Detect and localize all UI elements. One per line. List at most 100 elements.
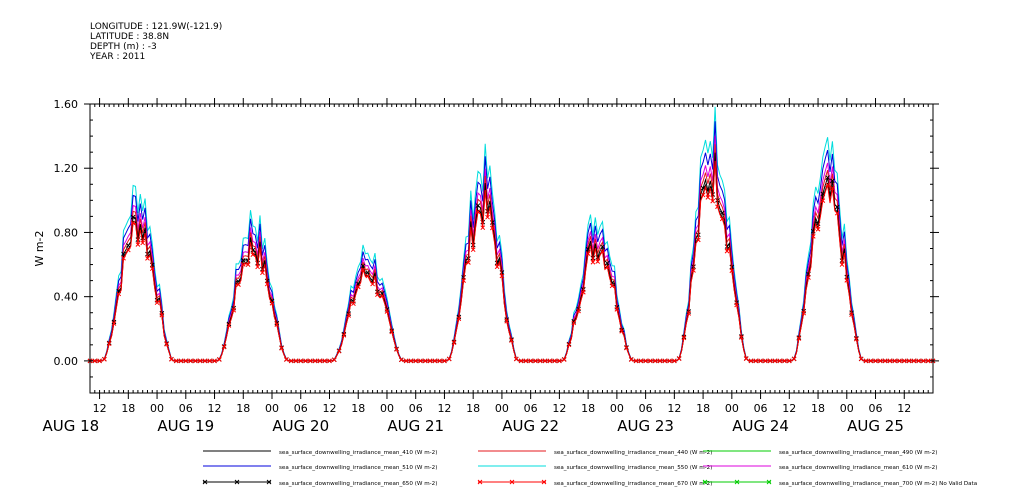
series-point-ed670	[303, 358, 308, 364]
x-date-label: AUG 18	[42, 417, 99, 435]
series-point-ed670	[269, 300, 275, 306]
legend-entry-label: sea_surface_downwelling_irradiance_mean_…	[554, 465, 712, 471]
series-line-ed610	[90, 135, 933, 362]
series-point-ed670	[398, 357, 404, 363]
series-point-ed650	[130, 214, 136, 220]
series-point-ed670	[925, 358, 931, 364]
y-tick-label: 0.40	[54, 291, 79, 304]
series-point-ed670	[509, 338, 514, 343]
series-point-ed670	[437, 358, 443, 364]
series-point-ed670	[489, 225, 495, 231]
series-point-ed670	[566, 342, 572, 348]
series-point-ed670	[432, 358, 438, 364]
y-tick-label: 1.20	[54, 162, 79, 175]
series-point-ed670	[604, 264, 610, 270]
series-point-ed670	[360, 267, 366, 272]
x-tick-label: 12	[208, 402, 222, 415]
legend-swatch-marker	[509, 479, 515, 485]
x-date-label: AUG 23	[617, 417, 674, 435]
series-point-ed670	[92, 358, 98, 364]
x-date-label: AUG 25	[847, 417, 904, 435]
series-point-ed670	[461, 278, 466, 283]
series-point-ed670	[116, 291, 122, 297]
legend-entry-label: sea_surface_downwelling_irradiance_mean_…	[279, 450, 437, 456]
series-point-ed670	[394, 347, 399, 352]
series-point-ed670	[609, 283, 615, 289]
series-point-ed670	[375, 292, 380, 298]
series-point-ed650	[825, 175, 830, 180]
series-point-ed650	[834, 204, 840, 210]
series-point-ed670	[212, 358, 217, 364]
series-point-ed670	[700, 192, 706, 198]
series-point-ed670	[106, 341, 112, 347]
series-line-ed550	[90, 106, 933, 362]
series-point-ed670	[307, 358, 313, 364]
series-point-ed670	[868, 358, 874, 364]
series-point-ed670	[624, 345, 629, 351]
series-point-ed670	[542, 358, 548, 364]
series-point-ed670	[331, 357, 337, 363]
series-point-ed670	[140, 240, 146, 246]
series-point-ed670	[336, 348, 342, 354]
series-point-ed670	[576, 308, 581, 314]
series-point-ed670	[691, 268, 696, 273]
series-point-ed670	[169, 356, 174, 362]
y-tick-label: 0.00	[54, 355, 79, 368]
series-point-ed670	[628, 357, 634, 362]
series-point-ed670	[255, 264, 260, 270]
series-point-ed670	[245, 262, 251, 267]
series-point-ed670	[125, 247, 131, 253]
x-tick-label: 18	[351, 402, 365, 415]
legend-entry-label: sea_surface_downwelling_irradiance_mean_…	[779, 465, 937, 471]
series-point-ed650	[125, 243, 131, 248]
series-point-ed670	[102, 356, 107, 362]
series-point-ed670	[839, 262, 845, 267]
header-depth: DEPTH (m) : -3	[90, 42, 157, 52]
series-point-ed670	[384, 309, 390, 314]
x-tick-label: 18	[581, 402, 595, 415]
series-point-ed670	[427, 358, 433, 364]
series-point-ed670	[547, 358, 553, 364]
series-point-ed670	[121, 255, 126, 261]
series-point-ed670	[614, 307, 620, 312]
legend-swatch-marker	[541, 479, 547, 485]
series-line-ed650	[90, 152, 933, 362]
series-point-ed670	[322, 358, 328, 364]
series-point-ed650	[830, 178, 835, 184]
x-tick-label: 18	[236, 402, 250, 415]
series-point-ed670	[346, 313, 352, 318]
x-tick-label: 12	[897, 402, 911, 415]
series-point-ed670	[317, 358, 323, 364]
series-point-ed670	[580, 289, 586, 295]
series-point-ed670	[408, 358, 414, 364]
series-point-ed650	[600, 244, 605, 250]
series-point-ed670	[111, 321, 117, 326]
header-latitude: LATITUDE : 38.8N	[90, 32, 170, 42]
series-point-ed670	[154, 300, 160, 306]
series-point-ed670	[466, 260, 471, 265]
series-point-ed670	[226, 323, 232, 328]
series-point-ed670	[734, 302, 739, 308]
series-point-ed670	[753, 358, 759, 364]
series-point-ed670	[197, 358, 203, 364]
series-point-ed650	[604, 260, 610, 266]
series-point-ed650	[475, 203, 481, 208]
x-tick-label: 06	[869, 402, 883, 415]
series-point-ed670	[724, 248, 730, 254]
series-point-ed670	[763, 358, 768, 364]
series-point-ed670	[475, 209, 481, 215]
series-point-ed670	[844, 277, 850, 283]
series-point-ed670	[202, 358, 208, 364]
series-point-ed670	[643, 358, 648, 364]
series-point-ed670	[260, 270, 265, 276]
series-point-ed670	[921, 358, 926, 364]
series-point-ed670	[178, 358, 184, 364]
x-tick-label: 00	[150, 402, 164, 415]
series-point-ed670	[370, 281, 375, 287]
series-point-ed670	[710, 198, 716, 204]
series-point-ed670	[413, 358, 419, 364]
series-point-ed670	[820, 198, 826, 203]
x-tick-label: 12	[437, 402, 451, 415]
x-date-label: AUG 19	[157, 417, 214, 435]
x-tick-label: 06	[639, 402, 653, 415]
